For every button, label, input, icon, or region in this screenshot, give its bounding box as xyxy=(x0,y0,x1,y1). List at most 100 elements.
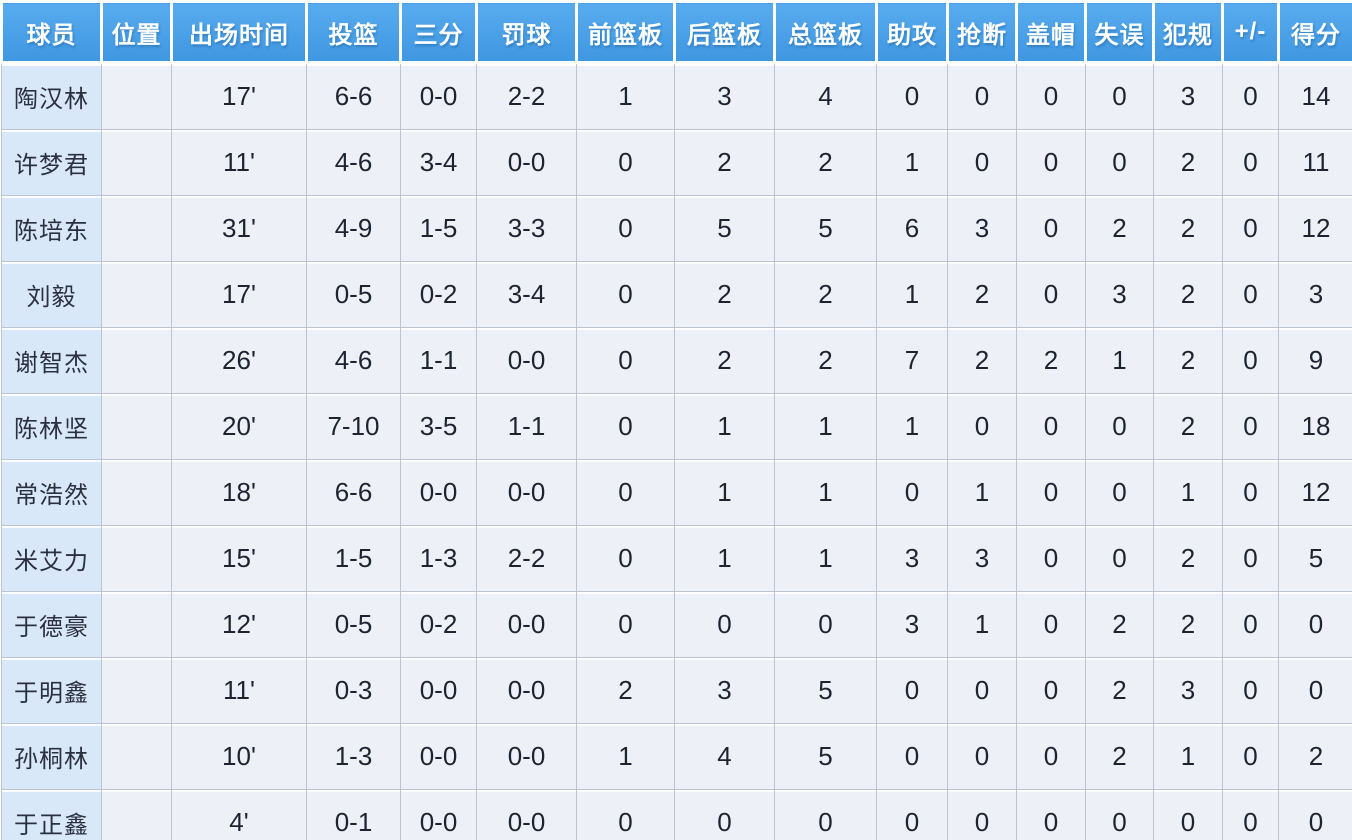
column-header-4: 三分 xyxy=(399,0,478,64)
stat-cell: 0 xyxy=(947,62,1017,130)
stat-cell: 0-0 xyxy=(476,591,577,658)
stat-cell: 0 xyxy=(1222,62,1279,130)
table-row: 孙桐林 10' 1-3 0-0 0-0 1 4 5 0 0 0 2 1 0 2 xyxy=(1,723,1352,790)
stat-cell: 0 xyxy=(576,195,675,262)
column-header-9: 助攻 xyxy=(875,0,949,64)
stat-cell: 1 xyxy=(876,261,948,328)
stat-cell: 0 xyxy=(1222,393,1279,460)
column-header-1: 位置 xyxy=(100,0,173,64)
stat-cell: 0 xyxy=(1222,591,1279,658)
player-name-cell: 常浩然 xyxy=(1,459,102,526)
stat-cell: 0-0 xyxy=(476,789,577,840)
stat-cell: 0-0 xyxy=(476,723,577,790)
stat-cell: 2 xyxy=(1085,195,1154,262)
stat-cell: 1 xyxy=(774,459,877,526)
stat-cell: 3 xyxy=(1153,657,1223,724)
stat-cell: 0-0 xyxy=(400,657,477,724)
stat-cell: 2 xyxy=(1153,261,1223,328)
stat-cell: 10' xyxy=(171,723,307,790)
stat-cell: 0 xyxy=(1222,789,1279,840)
stat-cell: 0 xyxy=(576,129,675,196)
column-header-8: 总篮板 xyxy=(773,0,878,64)
stat-cell: 5 xyxy=(674,195,775,262)
stat-cell: 1 xyxy=(674,393,775,460)
table-body: 陶汉林 17' 6-6 0-0 2-2 1 3 4 0 0 0 0 3 0 14 许梦君 11' 4-6 3-4 0-… xyxy=(1,62,1352,840)
column-header-10: 抢断 xyxy=(946,0,1018,64)
stat-cell: 0-0 xyxy=(400,459,477,526)
stat-cell: 0 xyxy=(1085,62,1154,130)
stat-cell: 0-0 xyxy=(400,723,477,790)
column-header-13: 犯规 xyxy=(1152,0,1224,64)
header-row: 球员 位置 出场时间 投篮 三分 罚球 前篮板 后篮板 总篮板 助攻 抢断 盖帽 失误 犯规 +/- 得分 xyxy=(0,0,1352,64)
stat-cell: 0-3 xyxy=(306,657,401,724)
stat-cell: 11' xyxy=(171,129,307,196)
stat-cell: 0 xyxy=(774,789,877,840)
stat-cell: 0 xyxy=(1085,789,1154,840)
stat-cell: 4-9 xyxy=(306,195,401,262)
stat-cell: 0 xyxy=(1278,591,1352,658)
table-row: 于正鑫 4' 0-1 0-0 0-0 0 0 0 0 0 0 0 0 0 0 xyxy=(1,789,1352,840)
stat-cell: 0 xyxy=(1222,723,1279,790)
column-header-7: 后篮板 xyxy=(673,0,776,64)
stat-cell: 2 xyxy=(1153,591,1223,658)
stat-cell: 0 xyxy=(1085,129,1154,196)
stat-cell: 0 xyxy=(1016,459,1086,526)
stat-cell: 9 xyxy=(1278,327,1352,394)
stat-cell: 4' xyxy=(171,789,307,840)
stat-cell: 2 xyxy=(674,129,775,196)
position-cell xyxy=(101,459,172,526)
stat-cell: 26' xyxy=(171,327,307,394)
stat-cell: 0 xyxy=(1222,195,1279,262)
stat-cell: 0 xyxy=(876,789,948,840)
stat-cell: 0 xyxy=(1222,525,1279,592)
stat-cell: 2 xyxy=(1153,129,1223,196)
stat-cell: 2 xyxy=(1085,657,1154,724)
stat-cell: 0 xyxy=(1222,459,1279,526)
stat-cell: 0 xyxy=(876,459,948,526)
stat-cell: 7-10 xyxy=(306,393,401,460)
stat-cell: 1 xyxy=(876,129,948,196)
stat-cell: 0 xyxy=(1222,327,1279,394)
stat-cell: 11 xyxy=(1278,129,1352,196)
stat-cell: 0 xyxy=(576,789,675,840)
stat-cell: 1 xyxy=(774,525,877,592)
stat-cell: 12' xyxy=(171,591,307,658)
stat-cell: 0 xyxy=(947,129,1017,196)
stat-cell: 0-0 xyxy=(476,327,577,394)
stat-cell: 17' xyxy=(171,62,307,130)
stat-cell: 0 xyxy=(576,525,675,592)
stat-cell: 0 xyxy=(947,723,1017,790)
position-cell xyxy=(101,261,172,328)
stat-cell: 17' xyxy=(171,261,307,328)
player-name-cell: 米艾力 xyxy=(1,525,102,592)
stat-cell: 5 xyxy=(774,195,877,262)
stat-cell: 0 xyxy=(1016,657,1086,724)
stat-cell: 0 xyxy=(876,62,948,130)
stat-cell: 0-0 xyxy=(476,459,577,526)
stat-cell: 20' xyxy=(171,393,307,460)
stat-cell: 0-2 xyxy=(400,261,477,328)
stat-cell: 0 xyxy=(1016,62,1086,130)
stat-cell: 0 xyxy=(876,723,948,790)
table-row: 谢智杰 26' 4-6 1-1 0-0 0 2 2 7 2 2 1 2 0 9 xyxy=(1,327,1352,394)
stat-cell: 0 xyxy=(774,591,877,658)
stat-cell: 2-2 xyxy=(476,62,577,130)
stat-cell: 3 xyxy=(1085,261,1154,328)
stat-cell: 0 xyxy=(1278,657,1352,724)
stat-cell: 1-1 xyxy=(476,393,577,460)
position-cell xyxy=(101,195,172,262)
column-header-14: +/- xyxy=(1221,0,1280,64)
stat-cell: 3 xyxy=(876,525,948,592)
stat-cell: 15' xyxy=(171,525,307,592)
stat-cell: 5 xyxy=(1278,525,1352,592)
stat-cell: 0 xyxy=(1085,393,1154,460)
stat-cell: 1-5 xyxy=(400,195,477,262)
stat-cell: 0-5 xyxy=(306,261,401,328)
stat-cell: 3 xyxy=(674,62,775,130)
stat-cell: 2 xyxy=(1278,723,1352,790)
column-header-15: 得分 xyxy=(1277,0,1352,64)
column-header-6: 前篮板 xyxy=(575,0,676,64)
stat-cell: 1-3 xyxy=(306,723,401,790)
stat-cell: 3 xyxy=(1153,62,1223,130)
